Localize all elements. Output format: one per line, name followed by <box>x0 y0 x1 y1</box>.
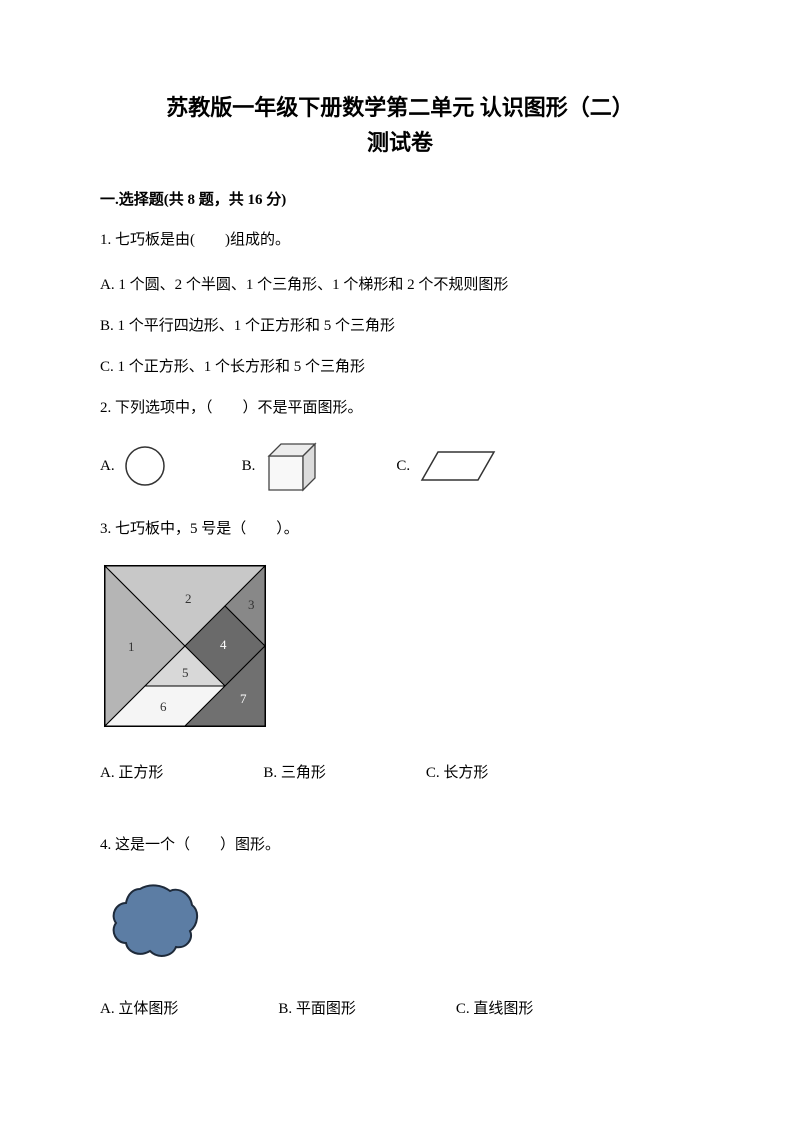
svg-text:5: 5 <box>182 665 189 680</box>
q4-options-row: A. 立体图形 B. 平面图形 C. 直线图形 <box>100 997 700 1018</box>
q2-option-a: A. <box>100 444 167 488</box>
cube-icon <box>263 440 321 492</box>
tangram-figure: 1 2 3 4 5 6 7 <box>100 561 700 731</box>
svg-text:7: 7 <box>240 691 247 706</box>
q2-option-b: B. <box>242 440 322 492</box>
q2-label-a: A. <box>100 458 115 475</box>
q3-options-row: A. 正方形 B. 三角形 C. 长方形 <box>100 761 700 782</box>
blob-figure <box>100 877 700 967</box>
q3-option-b: B. 三角形 <box>263 761 326 782</box>
question-3: 3. 七巧板中，5 号是（ ）。 <box>100 516 700 543</box>
circle-icon <box>123 444 167 488</box>
tangram-icon: 1 2 3 4 5 6 7 <box>100 561 270 731</box>
q3-option-a: A. 正方形 <box>100 761 163 782</box>
q2-label-c: C. <box>396 458 410 475</box>
q2-options-row: A. B. C. <box>100 440 700 492</box>
question-2: 2. 下列选项中，（ ）不是平面图形。 <box>100 395 700 422</box>
q4-option-a: A. 立体图形 <box>100 997 178 1018</box>
title-line-1: 苏教版一年级下册数学第二单元 认识图形（二） <box>166 95 634 120</box>
q3-option-c: C. 长方形 <box>426 761 489 782</box>
q1-option-c: C. 1 个正方形、1 个长方形和 5 个三角形 <box>100 354 700 381</box>
q4-option-b: B. 平面图形 <box>278 997 356 1018</box>
question-4: 4. 这是一个（ ）图形。 <box>100 832 700 859</box>
title-line-2: 测试卷 <box>367 130 433 155</box>
page-title: 苏教版一年级下册数学第二单元 认识图形（二） 测试卷 <box>100 90 700 160</box>
section-header: 一.选择题(共 8 题，共 16 分) <box>100 188 700 209</box>
q1-option-b: B. 1 个平行四边形、1 个正方形和 5 个三角形 <box>100 313 700 340</box>
svg-text:2: 2 <box>185 591 192 606</box>
svg-text:3: 3 <box>248 597 255 612</box>
svg-text:6: 6 <box>160 699 167 714</box>
svg-text:1: 1 <box>128 639 135 654</box>
svg-text:4: 4 <box>220 637 227 652</box>
question-1: 1. 七巧板是由( )组成的。 <box>100 227 700 254</box>
q1-option-a: A. 1 个圆、2 个半圆、1 个三角形、1 个梯形和 2 个不规则图形 <box>100 272 700 299</box>
q2-label-b: B. <box>242 458 256 475</box>
blob-icon <box>100 877 210 967</box>
q4-option-c: C. 直线图形 <box>456 997 534 1018</box>
q2-option-c: C. <box>396 446 498 486</box>
parallelogram-icon <box>418 446 498 486</box>
